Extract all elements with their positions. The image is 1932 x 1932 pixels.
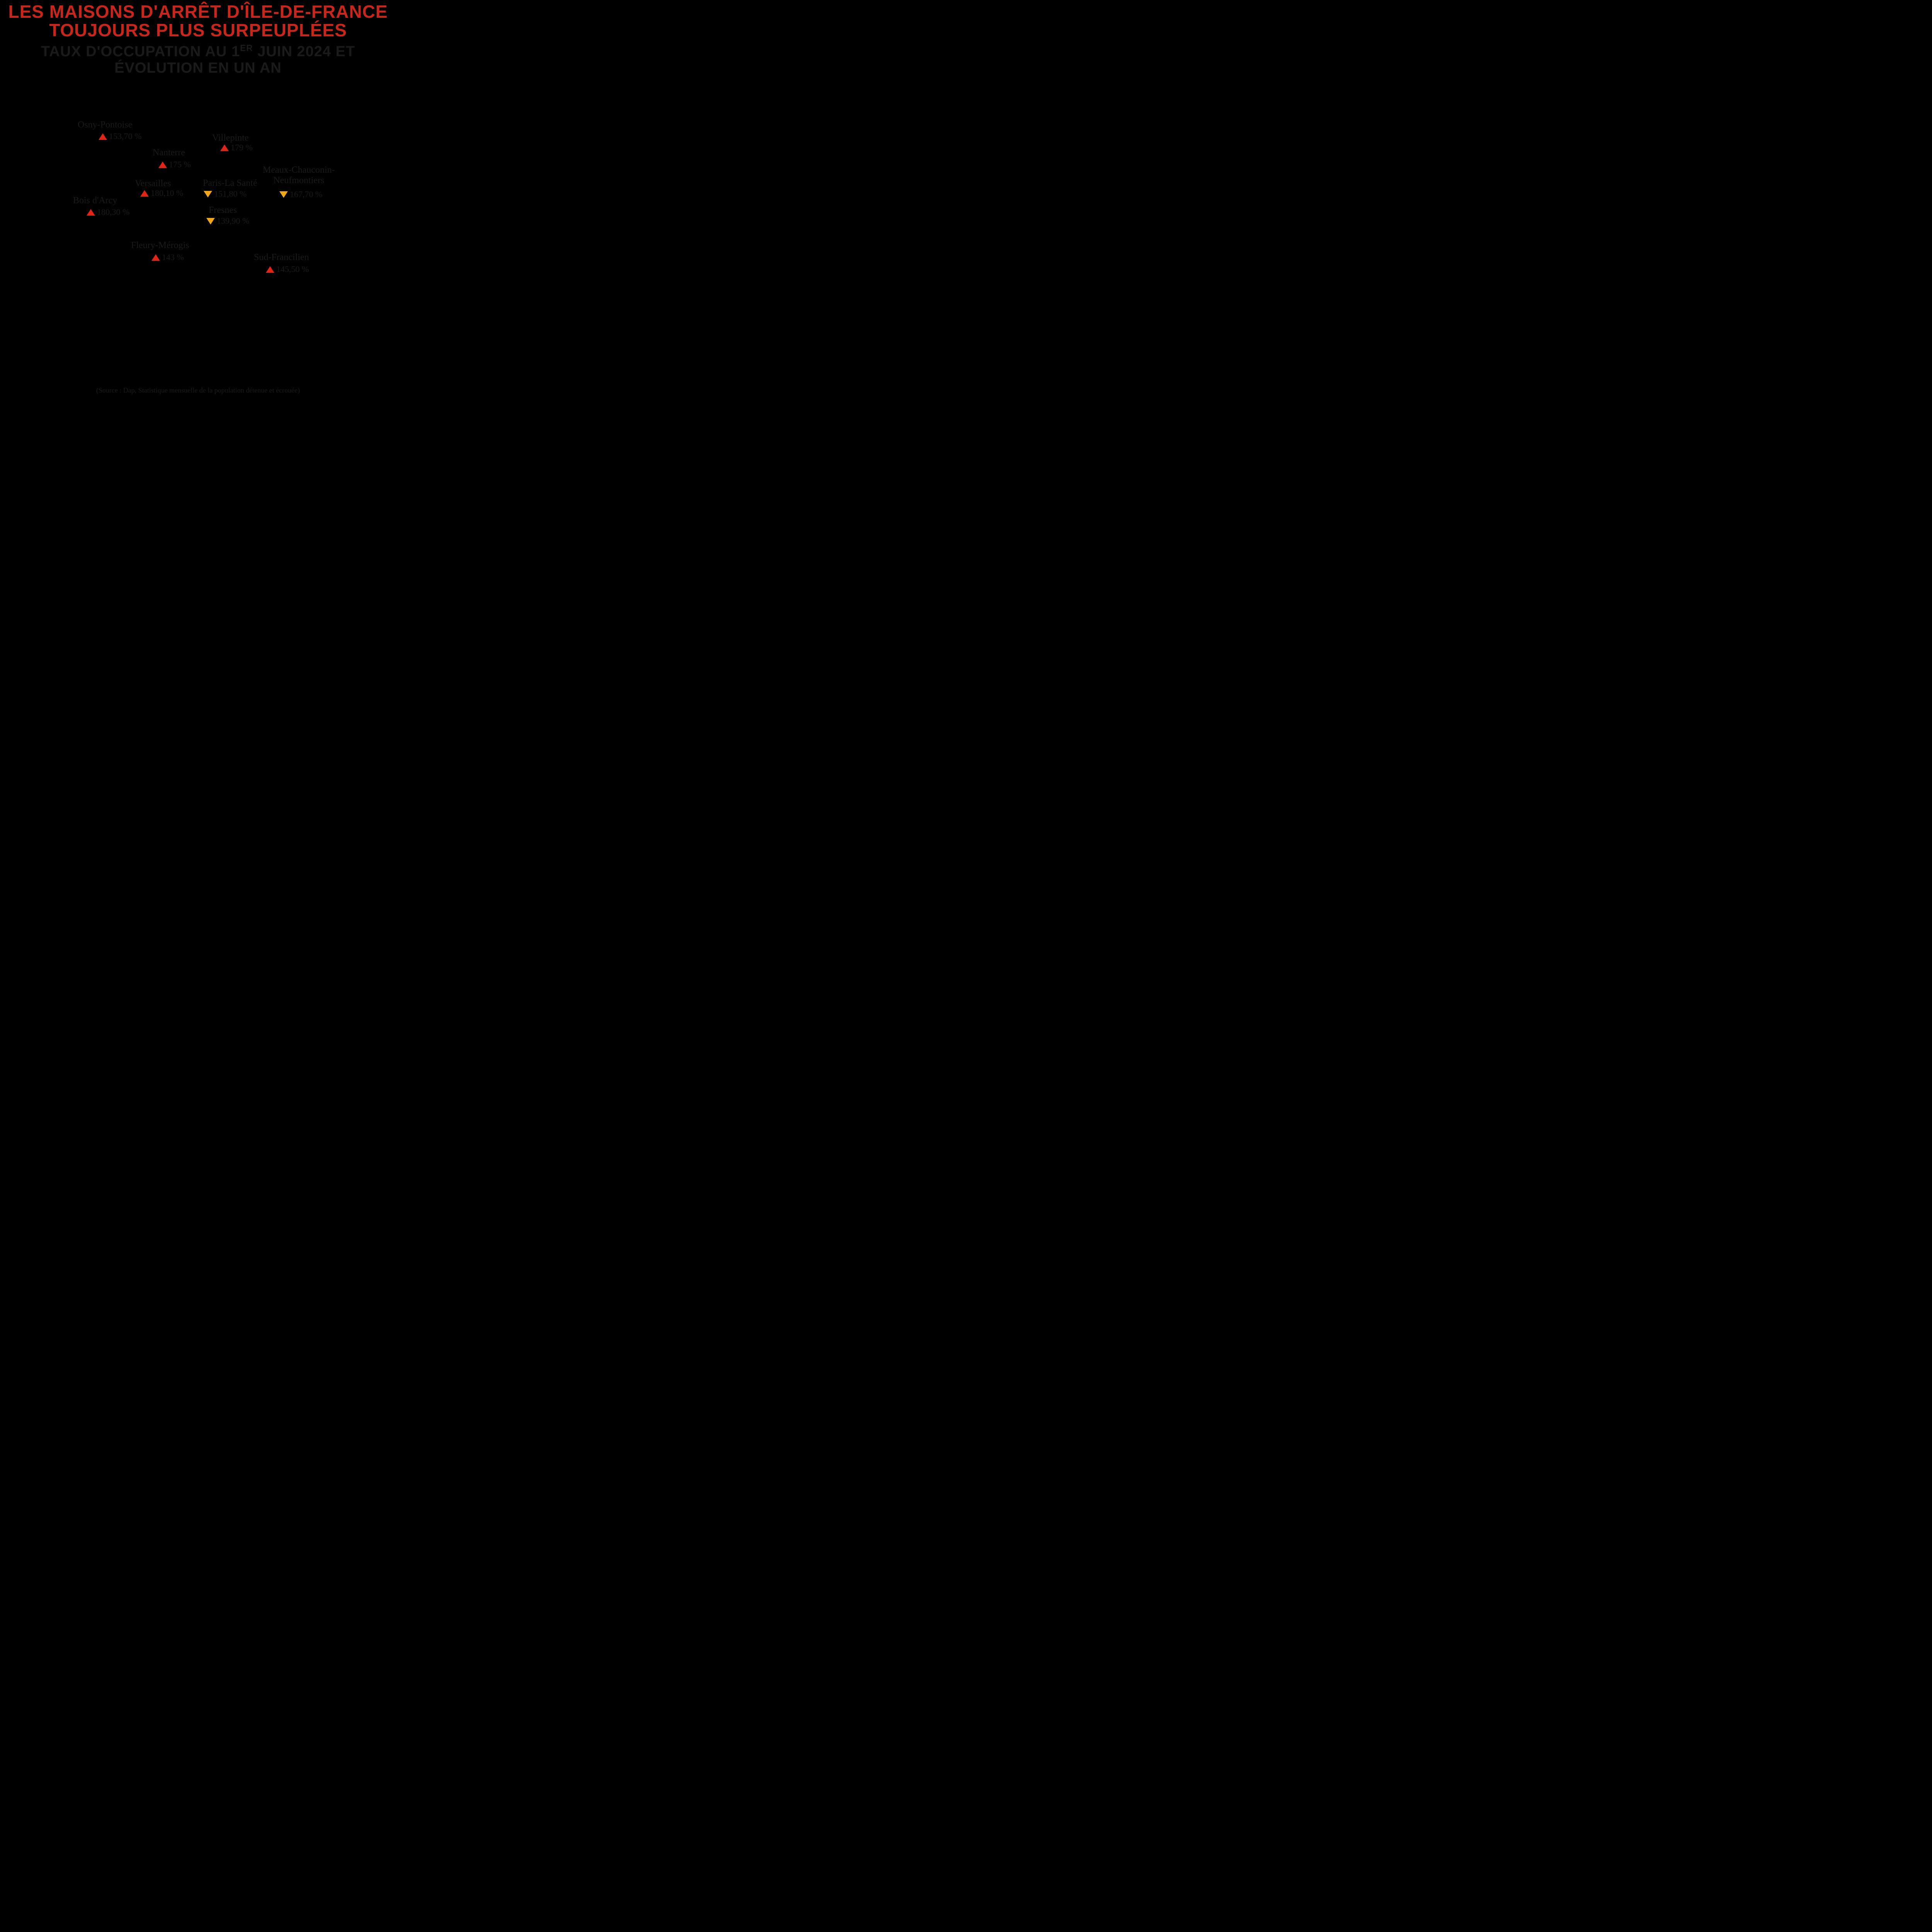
prison-value-row: 139,90 % [206, 216, 249, 226]
prison-value-row: 151,80 % [204, 189, 247, 199]
prison-label: Fleury-Mérogis [131, 240, 189, 251]
triangle-up-icon [220, 145, 229, 151]
prison-percentage: 175 % [169, 160, 191, 170]
triangle-down-icon [279, 191, 288, 198]
triangle-up-icon [99, 133, 107, 140]
prison-percentage: 145,50 % [276, 264, 309, 274]
triangle-down-icon [204, 191, 212, 197]
prison-label: Fresnes [209, 205, 237, 216]
prison-label: Bois d'Arcy [73, 196, 117, 206]
subtitle-prefix: TAUX D'OCCUPATION AU 1 [41, 43, 240, 60]
triangle-up-icon [140, 190, 149, 197]
prison-percentage: 153,70 % [109, 131, 141, 141]
prison-label: Osny-Pontoise [78, 120, 132, 130]
prison-value-row: 180,10 % [140, 188, 183, 198]
title-line-1: LES MAISONS D'ARRÊT D'ÎLE-DE-FRANCE [0, 2, 396, 21]
prison-label: Nanterre [153, 148, 185, 158]
prison-label: Villepinte [212, 133, 249, 143]
prison-percentage: 167,70 % [290, 189, 322, 199]
prison-percentage: 179 % [231, 143, 253, 153]
triangle-up-icon [151, 254, 160, 261]
prison-percentage: 180,10 % [151, 188, 183, 198]
prison-value-row: 167,70 % [279, 189, 322, 199]
triangle-up-icon [266, 266, 274, 273]
subtitle-line: TAUX D'OCCUPATION AU 1ER JUIN 2024 ET ÉV… [0, 43, 396, 77]
prison-label: Sud-Francilien [254, 252, 309, 263]
prison-value-row: 179 % [220, 143, 253, 153]
prison-percentage: 180,30 % [97, 207, 129, 217]
prison-value-row: 145,50 % [266, 264, 309, 274]
prison-percentage: 143 % [162, 252, 184, 262]
prison-percentage: 139,90 % [217, 216, 249, 226]
title-block: LES MAISONS D'ARRÊT D'ÎLE-DE-FRANCE TOUJ… [0, 0, 396, 77]
title-line-2: TOUJOURS PLUS SURPEUPLÉES [0, 21, 396, 39]
triangle-up-icon [158, 162, 167, 168]
subtitle-sup: ER [240, 43, 253, 53]
prison-value-row: 175 % [158, 160, 191, 170]
prison-label: Meaux-Chauconin- Neufmontiers [263, 165, 335, 186]
source-line: (Source : Dap, Statistique mensuelle de … [0, 386, 396, 395]
prison-label: Versailles [135, 179, 171, 189]
prison-label: Paris-La Santé [203, 178, 257, 189]
triangle-down-icon [206, 218, 215, 224]
prison-value-row: 143 % [151, 252, 184, 262]
triangle-up-icon [87, 209, 95, 216]
prison-percentage: 151,80 % [214, 189, 247, 199]
prison-value-row: 180,30 % [87, 207, 129, 217]
prison-value-row: 153,70 % [99, 131, 141, 141]
